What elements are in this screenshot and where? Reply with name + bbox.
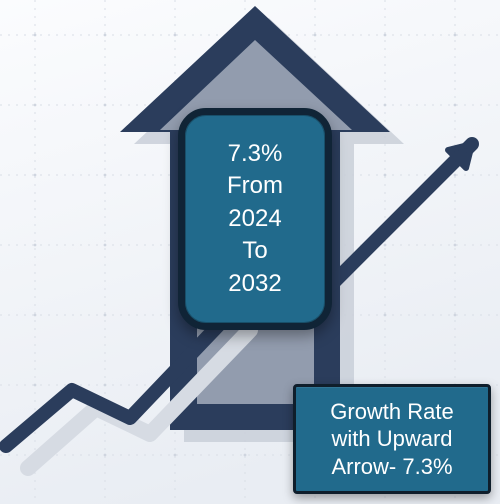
caption-line-3: Arrow- 7.3% bbox=[331, 453, 452, 481]
caption-line-1: Growth Rate bbox=[330, 398, 454, 426]
stat-line-4: To bbox=[242, 235, 267, 267]
caption-card: Growth Rate with Upward Arrow- 7.3% bbox=[293, 384, 491, 494]
stat-line-2: From bbox=[227, 170, 283, 202]
stat-line-3: 2024 bbox=[228, 203, 281, 235]
caption-line-2: with Upward bbox=[331, 425, 452, 453]
stat-card: 7.3% From 2024 To 2032 bbox=[178, 108, 332, 330]
stat-line-1: 7.3% bbox=[228, 138, 283, 170]
stat-line-5: 2032 bbox=[228, 268, 281, 300]
growth-infographic: 7.3% From 2024 To 2032 Growth Rate with … bbox=[0, 0, 500, 504]
